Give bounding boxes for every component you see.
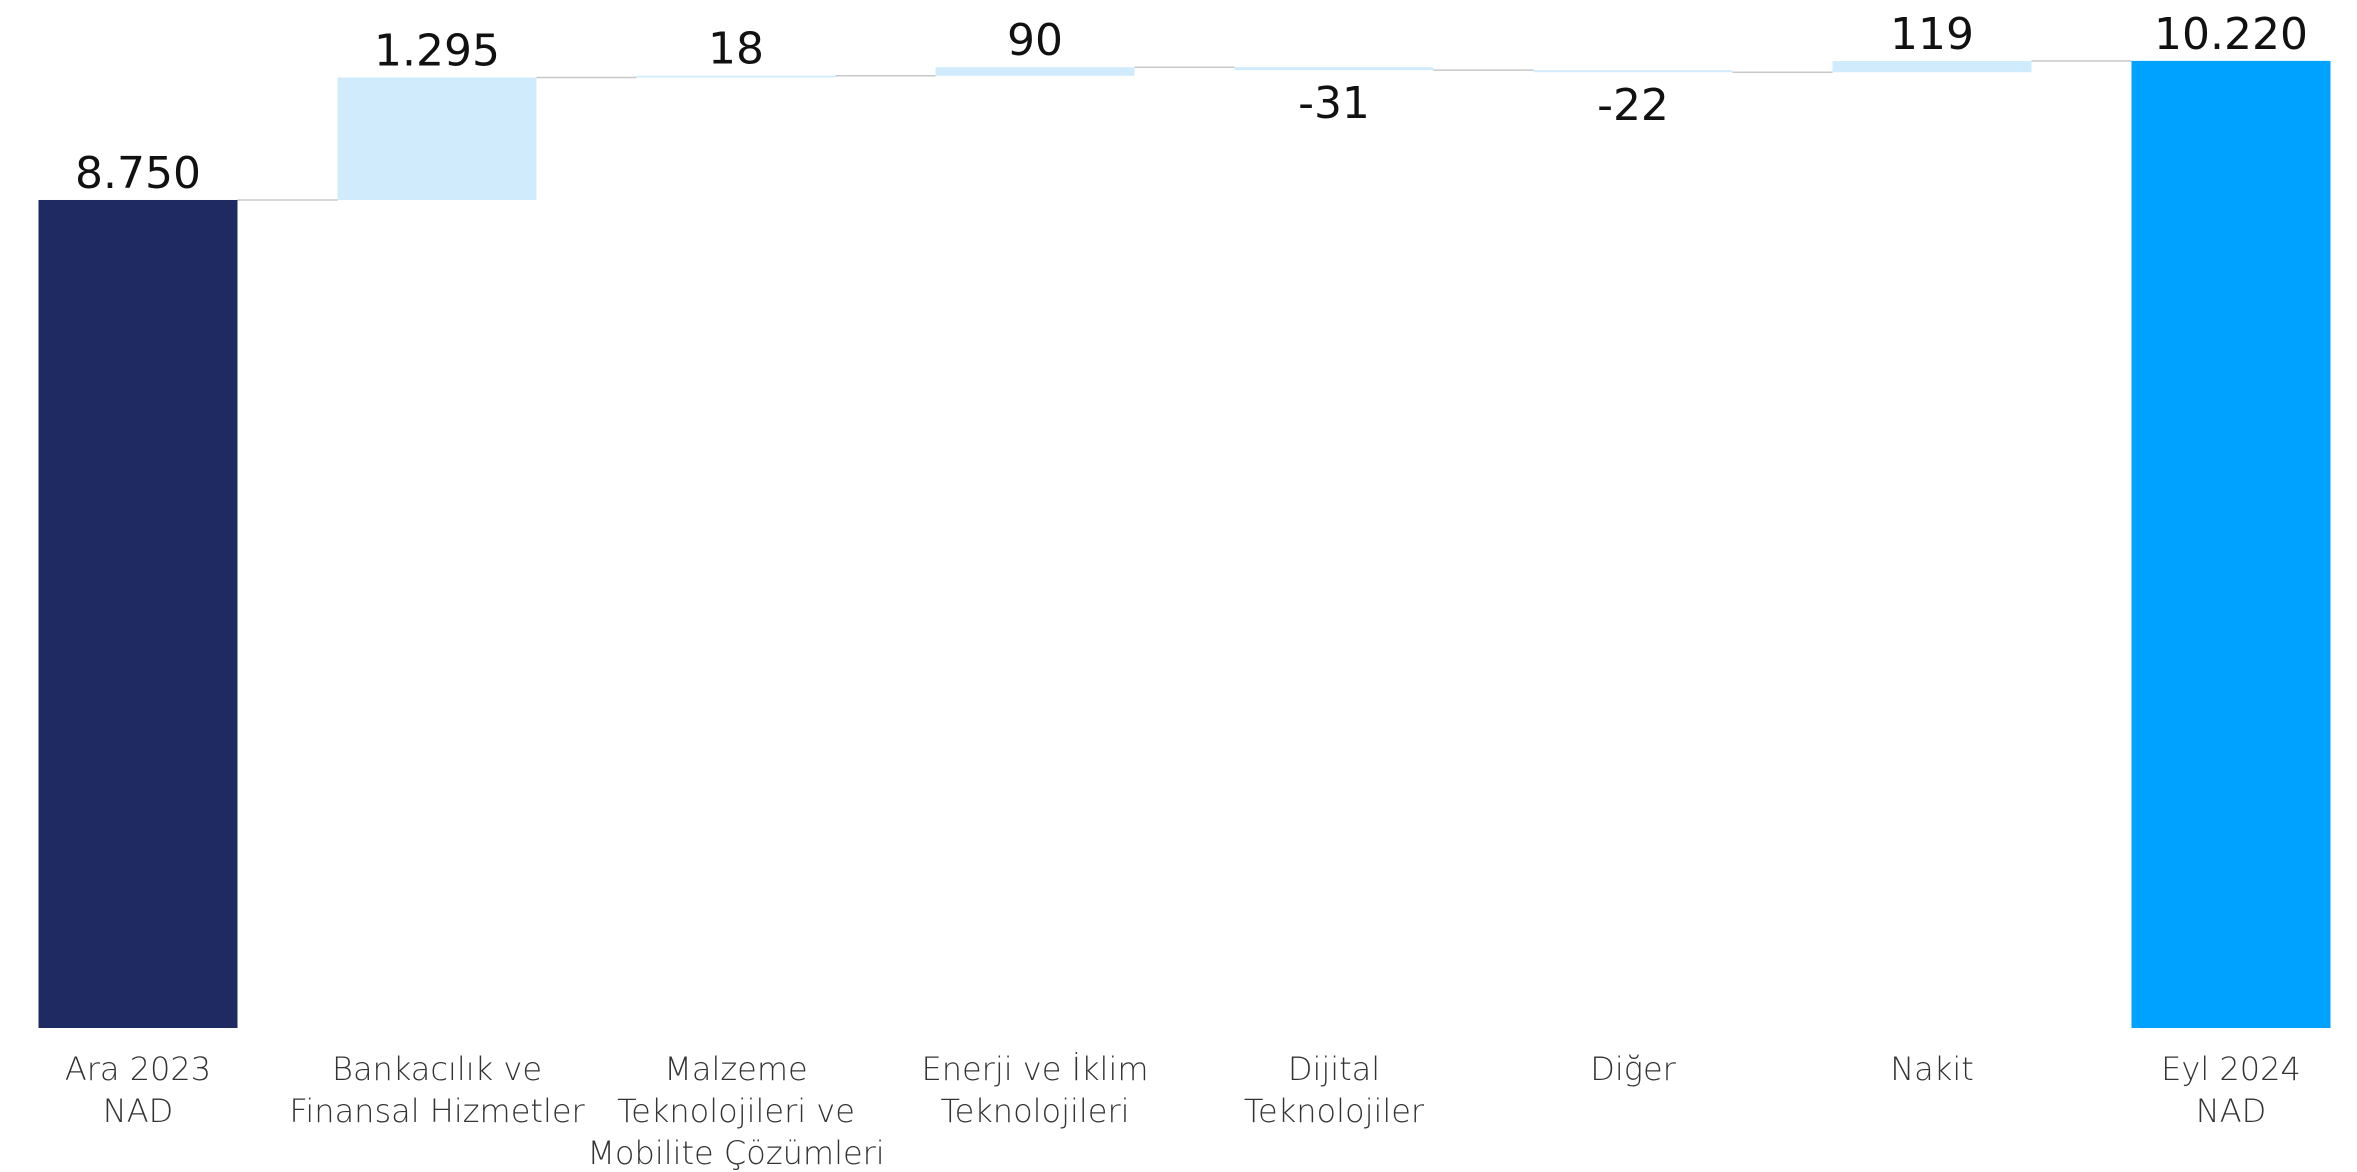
category-label: Eyl 2024 NAD bbox=[2161, 1050, 2301, 1130]
category-label: Nakit bbox=[1890, 1050, 1974, 1088]
category-label: Dijital Teknolojiler bbox=[1243, 1050, 1425, 1130]
bar bbox=[935, 67, 1135, 76]
value-label: 8.750 bbox=[75, 148, 201, 199]
bar bbox=[1832, 60, 2032, 73]
value-label: 18 bbox=[708, 24, 764, 75]
category-label: Ara 2023 NAD bbox=[64, 1050, 212, 1130]
value-label: 119 bbox=[1890, 9, 1974, 60]
category-label: Diğer bbox=[1590, 1050, 1676, 1088]
value-label: -31 bbox=[1298, 78, 1370, 129]
category-label: Malzeme Teknolojileri ve Mobilite Çözüml… bbox=[587, 1050, 885, 1172]
value-label: 1.295 bbox=[374, 25, 500, 76]
bar bbox=[1234, 67, 1434, 71]
category-label: Bankacılık ve Finansal Hizmetler bbox=[289, 1050, 585, 1130]
value-label: -22 bbox=[1597, 80, 1669, 131]
category-label: Enerji ve İklim Teknolojileri bbox=[921, 1050, 1149, 1130]
bar bbox=[38, 199, 238, 1029]
value-label: 10.220 bbox=[2154, 9, 2308, 60]
value-label: 90 bbox=[1007, 15, 1063, 66]
bar bbox=[1533, 70, 1733, 73]
bar bbox=[337, 77, 537, 200]
bar bbox=[2131, 60, 2331, 1028]
bar bbox=[636, 75, 836, 78]
